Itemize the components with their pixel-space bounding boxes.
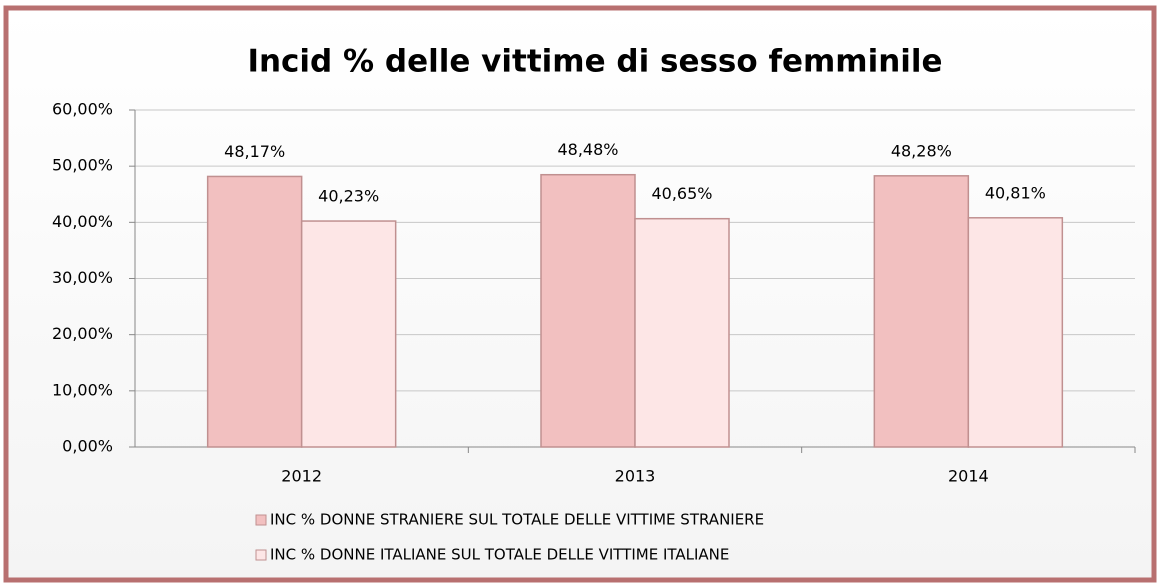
x-tick-label: 2013 (615, 467, 656, 486)
x-tick-label: 2012 (281, 467, 322, 486)
legend-swatch (255, 514, 267, 526)
bar (967, 217, 1064, 448)
legend-swatch (255, 549, 267, 561)
value-label: 40,81% (985, 183, 1046, 202)
value-label: 40,23% (318, 187, 379, 206)
legend-label: INC % DONNE STRANIERE SUL TOTALE DELLE V… (270, 511, 764, 529)
y-tick-label: 50,00% (52, 156, 113, 175)
bar (540, 173, 636, 448)
bar (300, 220, 397, 448)
y-tick-label: 60,00% (52, 100, 113, 119)
value-label: 48,17% (224, 142, 285, 161)
value-label: 48,48% (557, 140, 618, 159)
bar (873, 175, 970, 448)
y-tick-label: 20,00% (52, 324, 113, 343)
y-tick-label: 10,00% (52, 380, 113, 399)
legend-label: INC % DONNE ITALIANE SUL TOTALE DELLE VI… (270, 546, 729, 564)
y-tick-label: 0,00% (62, 437, 113, 456)
value-label: 40,65% (651, 184, 712, 203)
y-tick-label: 30,00% (52, 268, 113, 287)
bar (206, 175, 303, 448)
y-tick-label: 40,00% (52, 212, 113, 231)
bar (634, 217, 730, 448)
value-label: 48,28% (891, 141, 952, 160)
chart-title: Incid % delle vittime di sesso femminile (247, 44, 942, 80)
x-tick-label: 2014 (948, 467, 989, 486)
